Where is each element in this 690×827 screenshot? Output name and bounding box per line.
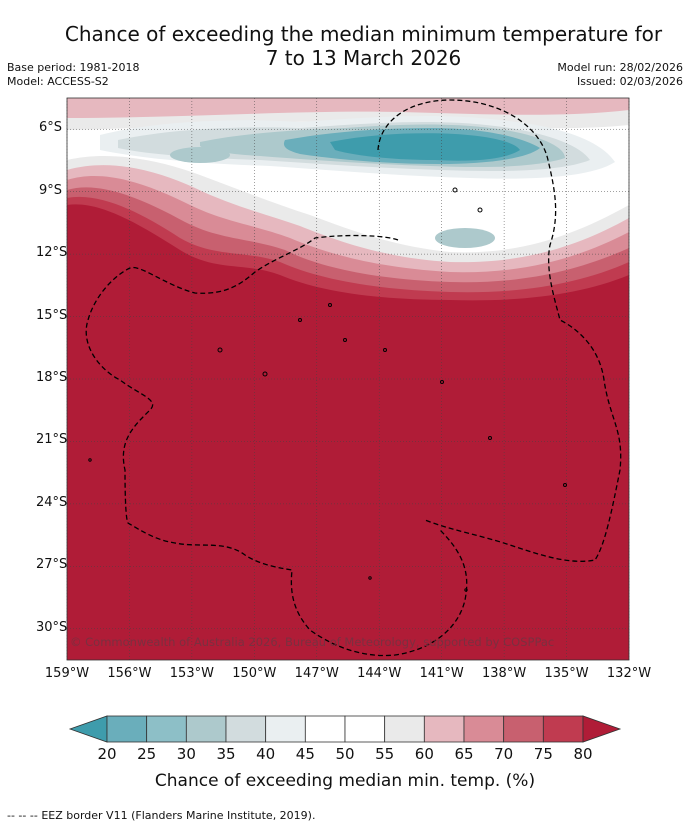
lon-label: 153°W — [169, 666, 214, 681]
colorbar-segment — [503, 715, 544, 743]
title-line-2: 7 to 13 March 2026 — [265, 46, 462, 70]
eez-border-east — [377, 99, 622, 562]
colorbar-tick: 45 — [295, 745, 315, 763]
lat-label: 9°S — [38, 182, 62, 198]
base-period: Base period: 1981-2018 — [7, 61, 140, 74]
lon-label: 150°W — [232, 666, 277, 681]
lat-label: 12°S — [36, 245, 68, 261]
colorbar-segment — [304, 715, 346, 743]
meta-right: Model run: 28/02/2026 Issued: 02/03/2026 — [557, 61, 683, 89]
lon-label: 159°W — [44, 666, 90, 681]
colorbar-segment — [106, 715, 148, 743]
island — [217, 347, 223, 353]
colorbar-tick: 35 — [216, 745, 236, 763]
colorbar-tick: 30 — [176, 745, 196, 763]
colorbar — [68, 715, 622, 743]
colorbar-segment — [185, 715, 227, 743]
lat-label: 24°S — [36, 494, 68, 510]
eez-border — [85, 99, 622, 657]
title-line-1: Chance of exceeding the median minimum t… — [64, 22, 663, 46]
lon-label: 147°W — [294, 666, 339, 681]
island — [88, 458, 92, 462]
island — [383, 348, 387, 352]
eez-border-south — [85, 234, 468, 657]
colorbar-segment — [384, 715, 425, 743]
colorbar-tick: 25 — [137, 745, 157, 763]
colorbar-segment — [146, 715, 187, 743]
island — [328, 303, 332, 307]
islands — [88, 187, 567, 592]
model-run: Model run: 28/02/2026 — [557, 61, 683, 74]
colorbar-tick: 20 — [97, 745, 117, 763]
lat-label: 27°S — [36, 557, 68, 573]
copyright-text: © Commonwealth of Australia 2026, Bureau… — [70, 635, 555, 649]
meta-left: Base period: 1981-2018 Model: ACCESS-S2 — [7, 61, 139, 89]
field-blob-south — [435, 228, 495, 248]
island — [452, 187, 458, 193]
colorbar-segment — [463, 715, 505, 743]
colorbar-segment — [344, 715, 386, 743]
lon-label: 138°W — [482, 666, 527, 681]
island — [343, 338, 347, 342]
colorbar-segment — [542, 715, 584, 743]
lat-label: 30°S — [36, 619, 68, 635]
colorbar-segment — [265, 715, 306, 743]
lon-label: 156°W — [107, 666, 152, 681]
colorbar-title: Chance of exceeding median min. temp. (%… — [154, 771, 536, 791]
lon-label: 135°W — [544, 666, 589, 681]
map-frame — [66, 97, 630, 661]
lon-label: 132°W — [606, 666, 652, 681]
colorbar-tick: 55 — [375, 745, 395, 763]
lon-label: 144°W — [357, 666, 402, 681]
colorbar-arrow-low — [68, 715, 108, 743]
island — [298, 318, 302, 322]
colorbar-tick: 60 — [414, 745, 434, 763]
lat-label: 6°S — [38, 120, 62, 136]
colorbar-tick: 80 — [573, 745, 593, 763]
issued-date: Issued: 02/03/2026 — [576, 75, 683, 88]
colorbar-tick: 40 — [256, 745, 276, 763]
island — [464, 588, 468, 592]
map-title: Chance of exceeding the median minimum t… — [0, 22, 690, 70]
island — [262, 371, 268, 377]
colorbar-segment — [225, 715, 267, 743]
lat-label: 21°S — [36, 432, 68, 448]
island — [563, 483, 567, 487]
colorbar-tick: 75 — [533, 745, 553, 763]
island — [477, 207, 483, 213]
lat-label: 18°S — [36, 370, 68, 385]
island — [488, 436, 492, 440]
island — [368, 576, 372, 580]
island — [440, 380, 444, 384]
lat-label: 15°S — [36, 307, 68, 323]
colorbar-tick: 70 — [494, 745, 514, 763]
colorbar-segment — [423, 715, 465, 743]
colorbar-arrow-high — [582, 715, 622, 743]
model-name: Model: ACCESS-S2 — [7, 75, 109, 88]
colorbar-tick: 50 — [335, 745, 355, 763]
colorbar-tick: 65 — [454, 745, 474, 763]
eez-legend-symbol: -- -- -- — [7, 809, 38, 822]
eez-legend-text: EEZ border V11 (Flanders Marine Institut… — [41, 809, 316, 822]
eez-legend: -- -- -- EEZ border V11 (Flanders Marine… — [7, 809, 315, 822]
field-band-20 — [330, 133, 520, 161]
lon-label: 141°W — [419, 666, 464, 681]
field-blob-west — [170, 147, 230, 163]
